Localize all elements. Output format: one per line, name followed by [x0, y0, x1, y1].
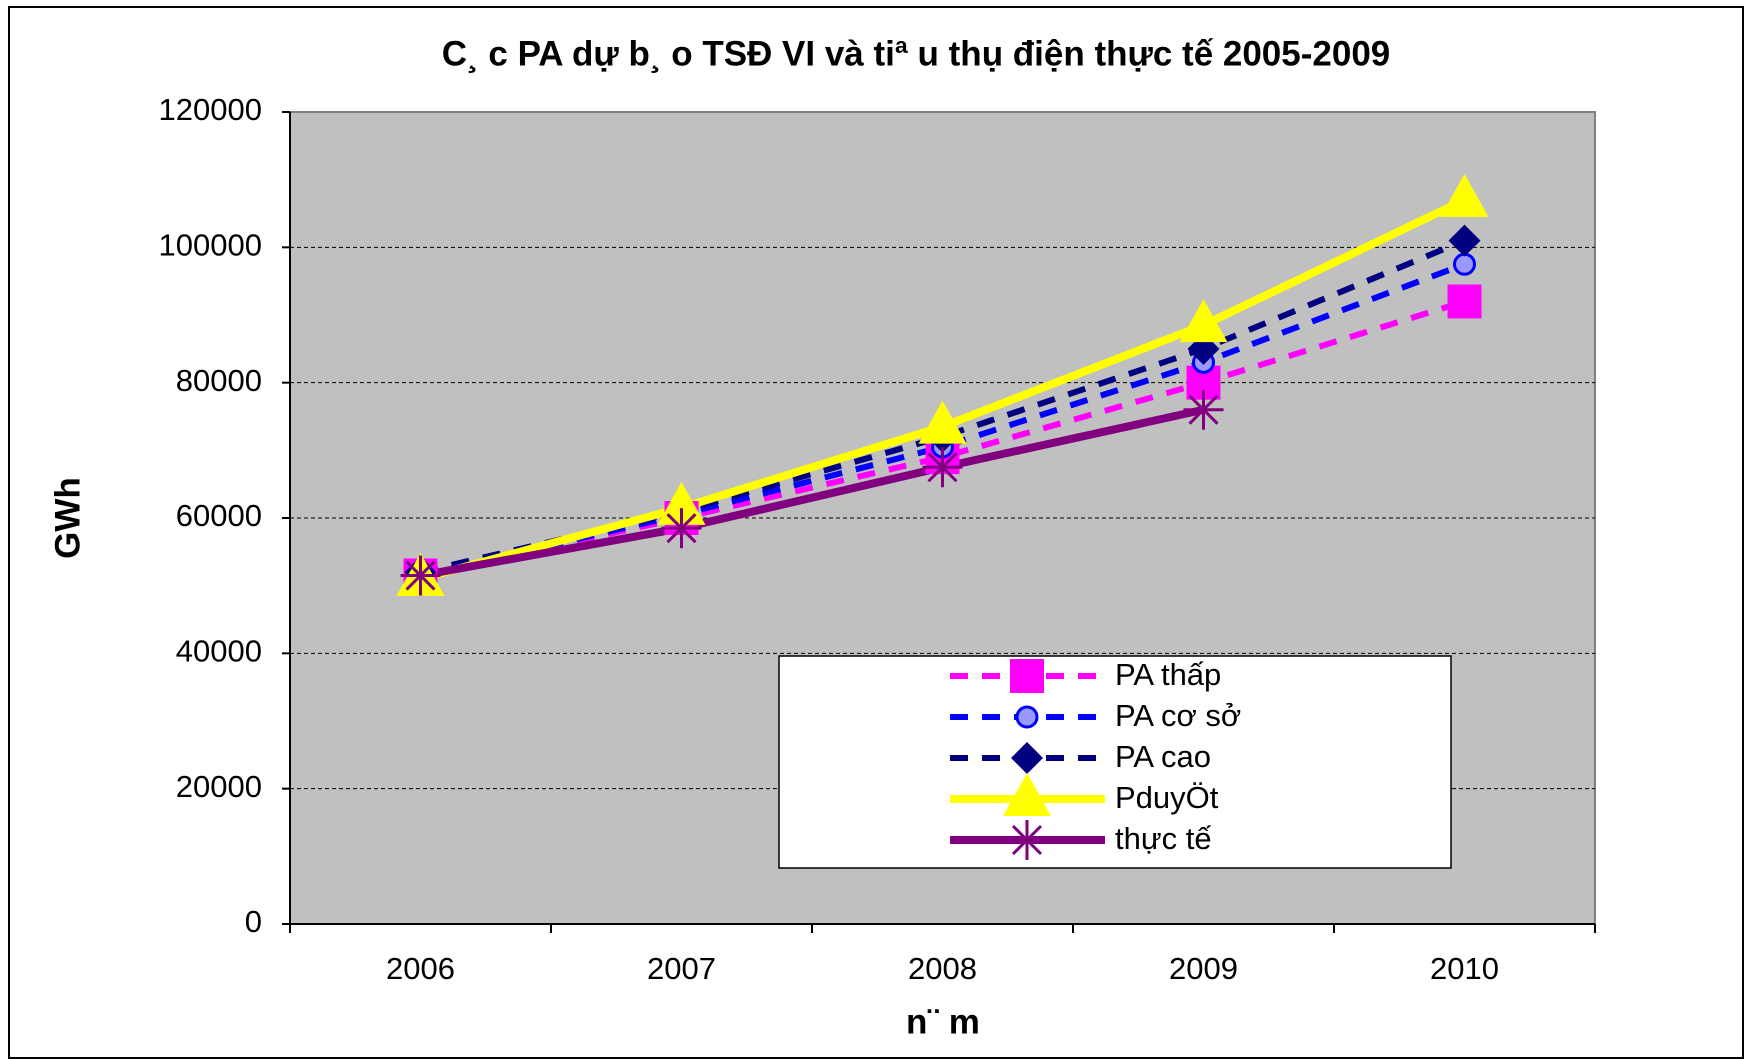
x-tick-label: 2006 — [386, 951, 455, 986]
series-line — [419, 261, 1466, 579]
legend-label: PA thấp — [1115, 657, 1221, 692]
y-axis-title: GWh — [48, 477, 87, 559]
x-tick-label: 2010 — [1430, 951, 1499, 986]
y-tick-label: 120000 — [159, 92, 262, 127]
series-line — [419, 237, 1466, 576]
legend-marker — [1007, 820, 1047, 860]
y-tick-label: 0 — [245, 904, 262, 939]
data-point — [1183, 389, 1224, 430]
y-tick-label: 60000 — [176, 498, 262, 533]
marker-stroke — [405, 560, 436, 591]
data-point — [1447, 284, 1482, 319]
data-point — [661, 508, 702, 549]
legend-label: PA cao — [1115, 739, 1211, 774]
data-point — [1453, 252, 1476, 276]
legend-marker — [1015, 705, 1039, 729]
data-point — [922, 447, 963, 488]
x-tick-label: 2007 — [647, 951, 716, 986]
data-point — [400, 555, 441, 596]
y-tick-label: 100000 — [159, 228, 262, 263]
marker-stroke — [1011, 824, 1043, 856]
series-line — [419, 405, 1205, 580]
marker-stroke — [666, 513, 697, 544]
legend-label: PduyÖt — [1115, 780, 1219, 815]
data-point — [1179, 299, 1228, 343]
marker-stroke — [927, 452, 958, 483]
legend-label: thực tế — [1115, 821, 1212, 856]
chart-title: C¸ c PA dự b¸ o TSĐ VI và tiª u thụ điện… — [442, 34, 1391, 73]
series-line — [419, 298, 1466, 579]
legend-label: PA cơ sở — [1115, 698, 1241, 733]
legend-marker — [1003, 773, 1051, 816]
legend-box — [778, 655, 1452, 869]
data-point — [918, 400, 967, 444]
legend-marker — [1010, 659, 1044, 693]
y-tick-label: 40000 — [176, 634, 262, 669]
marker-stroke — [1188, 394, 1219, 425]
legend-marker — [1011, 742, 1043, 774]
x-axis-title: n¨ m — [906, 1002, 980, 1041]
y-tick-label: 80000 — [176, 363, 262, 398]
x-tick-label: 2009 — [1169, 951, 1238, 986]
data-point — [1440, 173, 1489, 217]
legend: PA thấp PA cơ sở PA cao PduyÖt thực tế — [778, 655, 1452, 869]
y-tick-label: 20000 — [176, 769, 262, 804]
data-point — [1448, 224, 1481, 257]
x-tick-label: 2008 — [908, 951, 977, 986]
